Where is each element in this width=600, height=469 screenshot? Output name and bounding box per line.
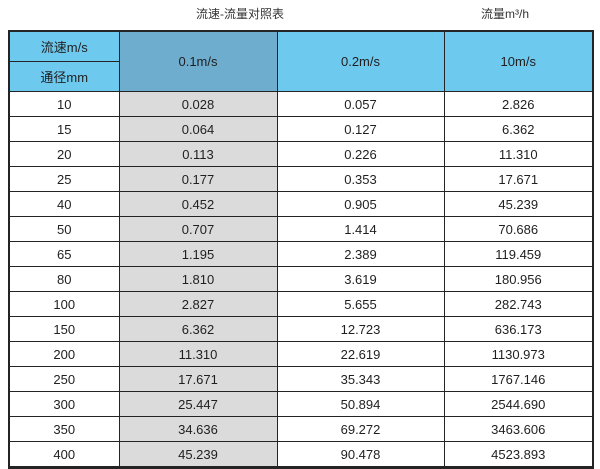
diameter-cell: 100	[8, 291, 120, 317]
flow-value-cell: 17.671	[118, 366, 278, 392]
flow-value-cell: 0.353	[276, 166, 445, 192]
flow-value-cell: 0.226	[276, 141, 445, 167]
flow-value-cell: 636.173	[443, 316, 594, 342]
diameter-cell: 65	[8, 241, 120, 267]
corner-velocity-label: 流速m/s	[8, 30, 120, 62]
flow-value-cell: 0.452	[118, 191, 278, 217]
flow-value-cell: 69.272	[276, 416, 445, 442]
column-header-10ms: 10m/s	[443, 30, 594, 92]
table-row: 200 11.310 22.619 1130.973	[8, 341, 594, 367]
flow-value-cell: 22.619	[276, 341, 445, 367]
diameter-cell: 300	[8, 391, 120, 417]
table-header: 流速m/s 0.1m/s 0.2m/s 10m/s 通径mm	[8, 30, 594, 92]
flow-value-cell: 25.447	[118, 391, 278, 417]
table-row: 10 0.028 0.057 2.826	[8, 91, 594, 117]
table-row: 80 1.810 3.619 180.956	[8, 266, 594, 292]
diameter-cell: 150	[8, 316, 120, 342]
flow-value-cell: 2.827	[118, 291, 278, 317]
diameter-cell: 400	[8, 441, 120, 468]
flow-value-cell: 0.707	[118, 216, 278, 242]
flow-value-cell: 6.362	[443, 116, 594, 142]
flow-unit-label: 流量m³/h	[480, 7, 530, 21]
table-row: 50 0.707 1.414 70.686	[8, 216, 594, 242]
page-title: 流速-流量对照表	[196, 7, 284, 21]
flow-value-cell: 0.905	[276, 191, 445, 217]
flow-value-cell: 50.894	[276, 391, 445, 417]
flow-value-cell: 35.343	[276, 366, 445, 392]
flow-value-cell: 6.362	[118, 316, 278, 342]
diameter-cell: 200	[8, 341, 120, 367]
flow-value-cell: 119.459	[443, 241, 594, 267]
table-row: 300 25.447 50.894 2544.690	[8, 391, 594, 417]
corner-diameter-label: 通径mm	[8, 61, 120, 92]
diameter-cell: 350	[8, 416, 120, 442]
flow-value-cell: 3463.606	[443, 416, 594, 442]
table-body: 10 0.028 0.057 2.826 15 0.064 0.127 6.362 20 0.11…	[8, 91, 594, 468]
flow-value-cell: 17.671	[443, 166, 594, 192]
flow-value-cell: 45.239	[443, 191, 594, 217]
flow-value-cell: 0.113	[118, 141, 278, 167]
table-row: 400 45.239 90.478 4523.893	[8, 441, 594, 468]
diameter-cell: 20	[8, 141, 120, 167]
diameter-cell: 40	[8, 191, 120, 217]
flow-value-cell: 4523.893	[443, 441, 594, 468]
flow-value-cell: 0.064	[118, 116, 278, 142]
table-row: 250 17.671 35.343 1767.146	[8, 366, 594, 392]
diameter-cell: 25	[8, 166, 120, 192]
flow-value-cell: 1.414	[276, 216, 445, 242]
column-header-0-1ms: 0.1m/s	[118, 30, 278, 92]
flow-value-cell: 0.127	[276, 116, 445, 142]
flow-value-cell: 1.810	[118, 266, 278, 292]
diameter-cell: 50	[8, 216, 120, 242]
diameter-cell: 80	[8, 266, 120, 292]
flow-value-cell: 70.686	[443, 216, 594, 242]
flow-value-cell: 0.177	[118, 166, 278, 192]
table-row: 65 1.195 2.389 119.459	[8, 241, 594, 267]
flow-value-cell: 5.655	[276, 291, 445, 317]
flow-value-cell: 11.310	[118, 341, 278, 367]
flow-value-cell: 34.636	[118, 416, 278, 442]
flow-rate-table: 流速m/s 0.1m/s 0.2m/s 10m/s 通径mm 10 0.028 0.…	[8, 30, 594, 469]
flow-value-cell: 2544.690	[443, 391, 594, 417]
flow-value-cell: 90.478	[276, 441, 445, 468]
table-row: 100 2.827 5.655 282.743	[8, 291, 594, 317]
flow-value-cell: 0.028	[118, 91, 278, 117]
column-header-0-2ms: 0.2m/s	[276, 30, 445, 92]
diameter-cell: 15	[8, 116, 120, 142]
flow-value-cell: 1.195	[118, 241, 278, 267]
flow-value-cell: 0.057	[276, 91, 445, 117]
diameter-cell: 250	[8, 366, 120, 392]
flow-value-cell: 2.826	[443, 91, 594, 117]
table-row: 15 0.064 0.127 6.362	[8, 116, 594, 142]
flow-value-cell: 1130.973	[443, 341, 594, 367]
flow-value-cell: 282.743	[443, 291, 594, 317]
diameter-cell: 10	[8, 91, 120, 117]
table-row: 25 0.177 0.353 17.671	[8, 166, 594, 192]
table-row: 20 0.113 0.226 11.310	[8, 141, 594, 167]
flow-value-cell: 45.239	[118, 441, 278, 468]
flow-value-cell: 1767.146	[443, 366, 594, 392]
flow-value-cell: 11.310	[443, 141, 594, 167]
flow-value-cell: 12.723	[276, 316, 445, 342]
flow-value-cell: 3.619	[276, 266, 445, 292]
flow-value-cell: 2.389	[276, 241, 445, 267]
table-row: 350 34.636 69.272 3463.606	[8, 416, 594, 442]
table-row: 150 6.362 12.723 636.173	[8, 316, 594, 342]
table-row: 40 0.452 0.905 45.239	[8, 191, 594, 217]
flow-value-cell: 180.956	[443, 266, 594, 292]
